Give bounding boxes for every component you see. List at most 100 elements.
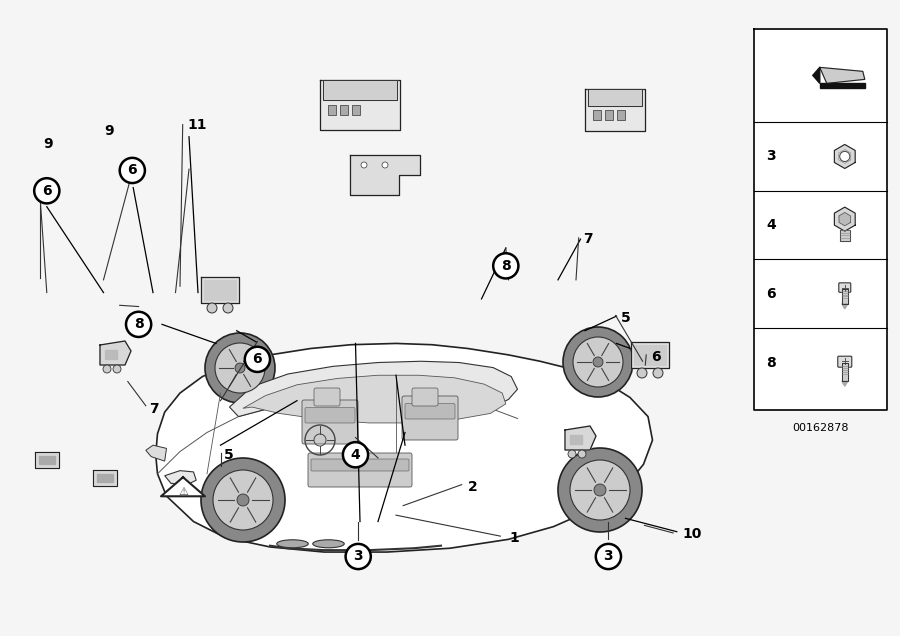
- Polygon shape: [350, 155, 420, 195]
- Text: 8: 8: [134, 317, 143, 331]
- Circle shape: [34, 178, 59, 204]
- Text: 9: 9: [104, 124, 114, 138]
- Polygon shape: [842, 363, 848, 381]
- FancyBboxPatch shape: [839, 283, 850, 293]
- Text: 2: 2: [468, 480, 478, 494]
- FancyBboxPatch shape: [311, 459, 409, 471]
- Polygon shape: [820, 67, 865, 83]
- Circle shape: [637, 368, 647, 378]
- Text: 5: 5: [224, 448, 234, 462]
- Circle shape: [120, 158, 145, 183]
- Polygon shape: [842, 304, 848, 309]
- Polygon shape: [35, 452, 59, 468]
- Text: 00162878: 00162878: [793, 423, 849, 433]
- Circle shape: [223, 303, 233, 313]
- FancyBboxPatch shape: [402, 396, 458, 440]
- Circle shape: [840, 151, 850, 162]
- FancyBboxPatch shape: [838, 356, 851, 367]
- Text: 6: 6: [766, 287, 776, 301]
- Circle shape: [113, 365, 121, 373]
- Polygon shape: [323, 80, 397, 100]
- FancyBboxPatch shape: [314, 388, 340, 406]
- Text: 6: 6: [652, 350, 662, 364]
- Circle shape: [558, 448, 642, 532]
- Polygon shape: [204, 280, 236, 300]
- Polygon shape: [820, 83, 865, 88]
- Text: 5: 5: [621, 311, 631, 325]
- FancyBboxPatch shape: [605, 110, 613, 120]
- FancyBboxPatch shape: [405, 404, 455, 419]
- Polygon shape: [105, 350, 117, 359]
- Polygon shape: [754, 29, 887, 410]
- Circle shape: [594, 484, 606, 496]
- Circle shape: [213, 470, 273, 530]
- Text: 11: 11: [187, 118, 207, 132]
- Text: 7: 7: [149, 402, 159, 416]
- Text: ⚠: ⚠: [178, 487, 188, 497]
- Polygon shape: [565, 426, 596, 450]
- Circle shape: [237, 494, 249, 506]
- Polygon shape: [161, 477, 205, 496]
- Polygon shape: [585, 89, 645, 131]
- Circle shape: [382, 162, 388, 168]
- Text: 4: 4: [351, 448, 360, 462]
- Circle shape: [570, 460, 630, 520]
- Text: 1: 1: [509, 531, 519, 545]
- Polygon shape: [243, 375, 506, 423]
- Text: 6: 6: [42, 184, 51, 198]
- Circle shape: [103, 365, 111, 373]
- Polygon shape: [813, 67, 820, 83]
- Polygon shape: [839, 212, 850, 226]
- Text: 3: 3: [354, 550, 363, 563]
- Polygon shape: [201, 277, 239, 303]
- Circle shape: [245, 347, 270, 372]
- Circle shape: [205, 333, 275, 403]
- Circle shape: [596, 544, 621, 569]
- Text: 10: 10: [682, 527, 702, 541]
- Text: 8: 8: [766, 356, 776, 370]
- Polygon shape: [842, 289, 848, 304]
- Circle shape: [578, 450, 586, 458]
- Polygon shape: [570, 435, 582, 444]
- Circle shape: [235, 363, 245, 373]
- Circle shape: [346, 544, 371, 569]
- Polygon shape: [842, 381, 848, 386]
- Text: 8: 8: [501, 259, 510, 273]
- FancyBboxPatch shape: [305, 408, 355, 423]
- FancyBboxPatch shape: [308, 453, 412, 487]
- Circle shape: [215, 343, 265, 393]
- Text: 4: 4: [766, 218, 776, 232]
- Polygon shape: [834, 207, 855, 231]
- Circle shape: [207, 303, 217, 313]
- Circle shape: [201, 458, 285, 542]
- Polygon shape: [634, 345, 666, 365]
- FancyBboxPatch shape: [328, 105, 336, 115]
- Text: 3: 3: [766, 149, 776, 163]
- FancyBboxPatch shape: [617, 110, 625, 120]
- Circle shape: [493, 253, 518, 279]
- Circle shape: [563, 327, 633, 397]
- FancyBboxPatch shape: [340, 105, 348, 115]
- Polygon shape: [156, 343, 652, 552]
- Polygon shape: [230, 361, 518, 417]
- Polygon shape: [834, 144, 855, 169]
- FancyBboxPatch shape: [352, 105, 360, 115]
- Polygon shape: [631, 342, 669, 368]
- Circle shape: [361, 162, 367, 168]
- Circle shape: [653, 368, 663, 378]
- Circle shape: [593, 357, 603, 367]
- Text: 7: 7: [583, 232, 593, 246]
- Ellipse shape: [277, 540, 308, 548]
- Circle shape: [573, 337, 623, 387]
- Circle shape: [126, 312, 151, 337]
- Ellipse shape: [313, 540, 344, 548]
- Polygon shape: [146, 445, 166, 461]
- Text: 6: 6: [253, 352, 262, 366]
- FancyBboxPatch shape: [593, 110, 601, 120]
- Text: 3: 3: [604, 550, 613, 563]
- Polygon shape: [320, 80, 400, 130]
- FancyBboxPatch shape: [302, 400, 358, 444]
- Text: 9: 9: [43, 137, 53, 151]
- Polygon shape: [840, 230, 850, 241]
- Polygon shape: [93, 470, 117, 486]
